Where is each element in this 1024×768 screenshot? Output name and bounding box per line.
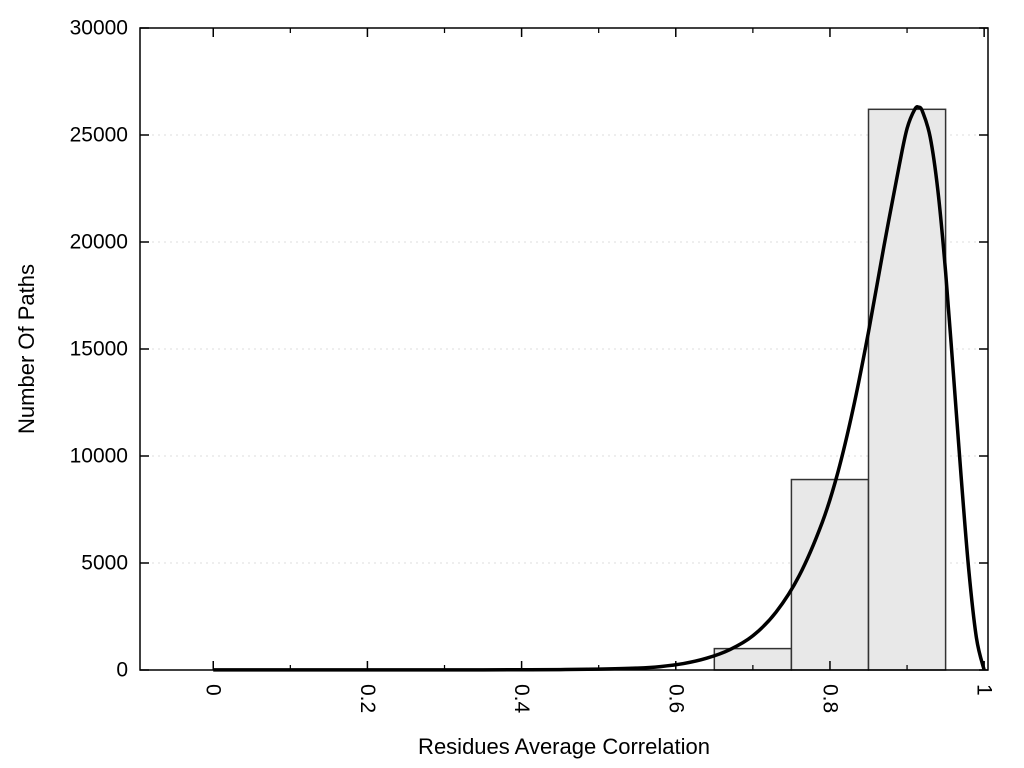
x-tick-label: 0.2	[356, 684, 379, 713]
histogram-bar	[867, 108, 947, 671]
y-tick-label: 20000	[70, 231, 128, 254]
y-tick-label: 0	[116, 659, 128, 682]
x-tick-label: 0	[202, 684, 225, 696]
y-tick-label: 10000	[70, 445, 128, 468]
y-tick-label: 5000	[81, 552, 128, 575]
y-tick-label: 15000	[70, 338, 128, 361]
x-tick-label: 1	[973, 684, 996, 696]
x-axis-title: Residues Average Correlation	[418, 734, 710, 759]
y-tick-label: 30000	[70, 17, 128, 40]
x-tick-label: 0.8	[818, 684, 841, 713]
x-tick-label: 0.4	[510, 684, 533, 714]
y-tick-label: 25000	[70, 124, 128, 147]
y-axis-title: Number Of Paths	[14, 264, 39, 434]
histogram-bar	[790, 478, 870, 671]
x-tick-label: 0.6	[664, 684, 687, 713]
